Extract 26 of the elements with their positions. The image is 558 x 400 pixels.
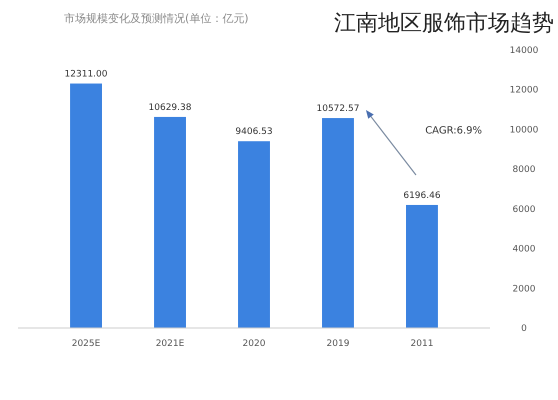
x-tick-label: 2021E xyxy=(156,339,185,349)
data-label: 12311.00 xyxy=(64,70,108,80)
chart-title: 江南地区服饰市场趋势 xyxy=(334,11,554,36)
x-tick-label: 2020 xyxy=(242,339,266,349)
bar xyxy=(154,116,186,328)
x-tick-label: 2019 xyxy=(326,339,350,349)
y-tick-label: 10000 xyxy=(510,125,539,136)
data-label: 10572.57 xyxy=(316,104,360,114)
y-tick-label: 12000 xyxy=(510,86,539,96)
bar xyxy=(238,141,270,328)
bar xyxy=(406,204,438,328)
y-tick-label: 4000 xyxy=(512,244,536,255)
data-label: 10629.38 xyxy=(148,102,192,113)
y-tick-label: 2000 xyxy=(512,284,536,294)
bar xyxy=(70,84,102,328)
y-tick-label: 0 xyxy=(521,324,528,334)
bar xyxy=(322,118,354,328)
annotation: CAGR:6.9% xyxy=(425,125,482,136)
y-tick-label: 6000 xyxy=(512,204,536,215)
data-label: 6196.46 xyxy=(403,190,441,201)
x-tick-label: 2011 xyxy=(410,339,434,349)
y-tick-label: 8000 xyxy=(512,165,536,176)
y-tick-label: 14000 xyxy=(510,46,539,56)
data-label: 9406.53 xyxy=(235,127,273,138)
x-tick-label: 2025E xyxy=(72,339,101,349)
chart-subtitle: 市场规模变化及预测情况(单位：亿元) xyxy=(64,12,249,25)
